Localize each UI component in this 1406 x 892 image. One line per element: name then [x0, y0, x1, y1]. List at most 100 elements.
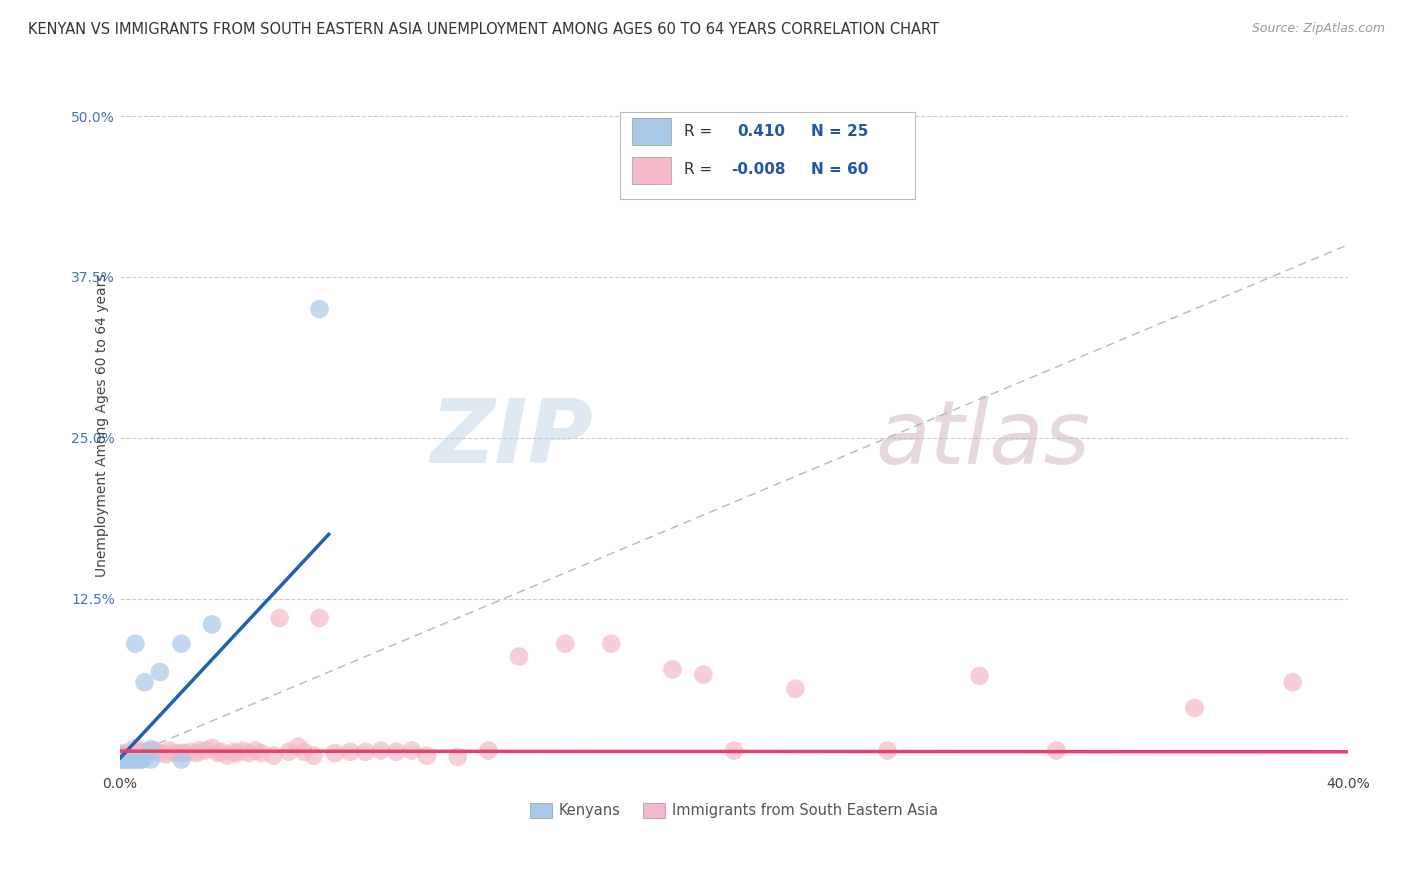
Point [339, 745, 361, 759]
Point [108, 750, 131, 764]
FancyBboxPatch shape [620, 112, 914, 199]
Point [118, 745, 141, 759]
Point [139, 746, 162, 760]
Point [401, 743, 423, 757]
Point [447, 750, 470, 764]
Point [170, 637, 193, 651]
Point [209, 745, 232, 759]
Point [155, 747, 177, 762]
Point [1281, 675, 1303, 690]
Point [692, 667, 714, 681]
Point [139, 742, 162, 756]
Point [238, 746, 260, 760]
Point [1184, 701, 1206, 715]
Text: 0.410: 0.410 [738, 124, 786, 139]
Point [269, 611, 291, 625]
Point [201, 740, 224, 755]
Point [170, 752, 193, 766]
Point [121, 752, 143, 766]
Point [308, 302, 330, 317]
Point [124, 750, 146, 764]
Point [969, 669, 991, 683]
Text: ZIP: ZIP [430, 395, 593, 483]
Point [554, 637, 576, 651]
Point [108, 747, 131, 762]
Point [207, 746, 229, 760]
Point [277, 745, 299, 759]
Text: KENYAN VS IMMIGRANTS FROM SOUTH EASTERN ASIA UNEMPLOYMENT AMONG AGES 60 TO 64 YE: KENYAN VS IMMIGRANTS FROM SOUTH EASTERN … [28, 22, 939, 37]
Text: R =: R = [683, 124, 711, 139]
Point [131, 752, 153, 766]
Point [370, 743, 392, 757]
Point [112, 751, 135, 765]
Point [188, 743, 211, 757]
Point [118, 752, 141, 766]
Point [308, 611, 330, 625]
Point [323, 746, 346, 760]
Text: N = 60: N = 60 [811, 162, 869, 178]
Point [131, 745, 153, 759]
Point [124, 752, 146, 766]
Text: -0.008: -0.008 [731, 162, 786, 178]
Point [112, 746, 135, 760]
Point [186, 746, 208, 760]
Point [131, 752, 153, 766]
Point [124, 740, 146, 755]
Point [302, 748, 325, 763]
Point [157, 743, 180, 757]
Point [1045, 743, 1067, 757]
Y-axis label: Unemployment Among Ages 60 to 64 years: Unemployment Among Ages 60 to 64 years [94, 273, 108, 576]
Point [661, 662, 683, 676]
Point [723, 743, 745, 757]
Point [232, 743, 254, 757]
Point [876, 743, 898, 757]
Bar [633, 119, 672, 145]
Point [108, 752, 131, 766]
Point [287, 739, 309, 754]
Point [108, 748, 131, 763]
Point [225, 746, 247, 760]
Point [108, 752, 131, 766]
Point [134, 750, 156, 764]
Point [201, 617, 224, 632]
Point [134, 675, 156, 690]
Point [222, 745, 245, 759]
Point [149, 665, 172, 679]
Text: N = 25: N = 25 [811, 124, 869, 139]
Point [600, 637, 623, 651]
Point [165, 746, 187, 760]
Point [385, 745, 408, 759]
Point [785, 681, 807, 696]
Point [136, 745, 159, 759]
Point [146, 745, 169, 759]
Point [173, 746, 195, 760]
Point [194, 743, 217, 757]
Point [115, 751, 138, 765]
Text: R =: R = [683, 162, 711, 178]
Point [263, 748, 285, 763]
Text: Source: ZipAtlas.com: Source: ZipAtlas.com [1251, 22, 1385, 36]
Point [250, 746, 273, 760]
Point [115, 752, 138, 766]
Point [416, 748, 439, 763]
Point [127, 746, 149, 760]
Point [243, 743, 266, 757]
Point [354, 745, 377, 759]
Point [508, 649, 530, 664]
Point [108, 752, 131, 766]
Point [127, 752, 149, 766]
Point [292, 745, 315, 759]
Point [477, 743, 499, 757]
Point [124, 637, 146, 651]
Point [118, 752, 141, 766]
Point [149, 746, 172, 760]
Point [139, 752, 162, 766]
Bar [633, 157, 672, 184]
Point [112, 752, 135, 766]
Point [170, 746, 193, 760]
Point [217, 748, 239, 763]
Legend: Kenyans, Immigrants from South Eastern Asia: Kenyans, Immigrants from South Eastern A… [524, 797, 943, 824]
Point [142, 743, 165, 757]
Text: atlas: atlas [875, 396, 1090, 482]
Point [180, 745, 202, 759]
